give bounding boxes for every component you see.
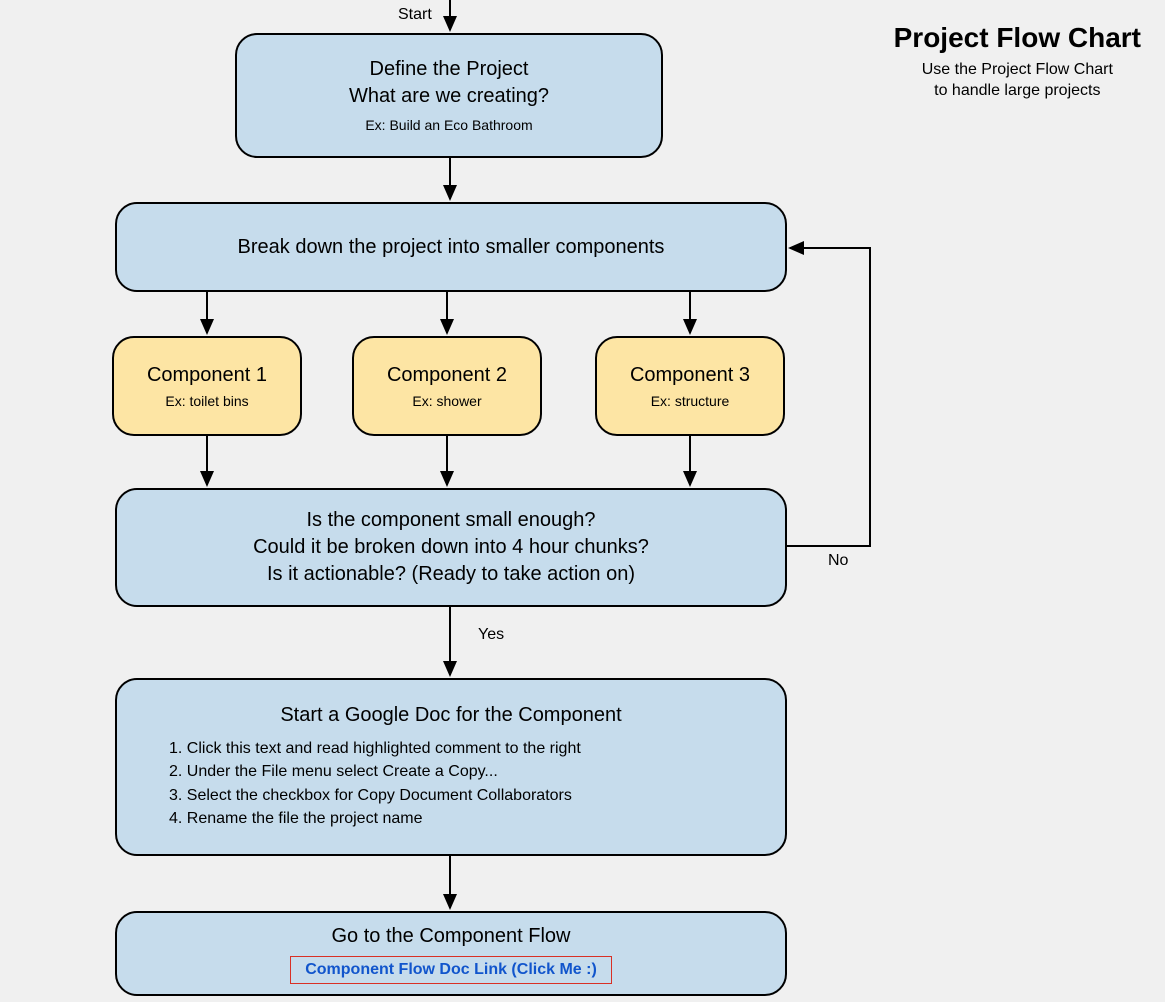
gdoc-step-1: Click this text and read highlighted com… [169, 737, 581, 760]
comp3-title: Component 3 [630, 364, 750, 387]
gdoc-steps-list: Click this text and read highlighted com… [129, 737, 581, 830]
node-goto-component-flow: Go to the Component Flow Component Flow … [115, 911, 787, 996]
node-define-project: Define the Project What are we creating?… [235, 33, 663, 158]
component-flow-link[interactable]: Component Flow Doc Link (Click Me :) [290, 956, 612, 984]
decision-line1: Is the component small enough? [306, 507, 595, 534]
decision-line2: Could it be broken down into 4 hour chun… [253, 534, 649, 561]
node-google-doc: Start a Google Doc for the Component Cli… [115, 678, 787, 856]
gdoc-step-4: Rename the file the project name [169, 807, 581, 830]
chart-subtitle: Use the Project Flow Chart to handle lar… [894, 60, 1141, 102]
yes-label: Yes [478, 626, 504, 644]
node-breakdown: Break down the project into smaller comp… [115, 202, 787, 292]
comp1-title: Component 1 [147, 364, 267, 387]
breakdown-text: Break down the project into smaller comp… [238, 234, 665, 261]
no-label: No [828, 552, 848, 570]
comp1-sub: Ex: toilet bins [165, 393, 248, 409]
comp3-sub: Ex: structure [651, 393, 730, 409]
gdoc-step-3: Select the checkbox for Copy Document Co… [169, 784, 581, 807]
node-decision: Is the component small enough? Could it … [115, 488, 787, 607]
define-line1: Define the Project [370, 56, 529, 83]
comp2-sub: Ex: shower [412, 393, 481, 409]
goto-title: Go to the Component Flow [331, 923, 570, 950]
decision-line3: Is it actionable? (Ready to take action … [267, 561, 635, 588]
node-component-1: Component 1 Ex: toilet bins [112, 336, 302, 436]
start-label: Start [398, 6, 432, 24]
define-line2: What are we creating? [349, 83, 549, 110]
node-component-3: Component 3 Ex: structure [595, 336, 785, 436]
chart-header: Project Flow Chart Use the Project Flow … [894, 22, 1141, 102]
gdoc-step-2: Under the File menu select Create a Copy… [169, 760, 581, 783]
chart-title: Project Flow Chart [894, 22, 1141, 54]
define-sub: Ex: Build an Eco Bathroom [365, 116, 532, 134]
node-component-2: Component 2 Ex: shower [352, 336, 542, 436]
comp2-title: Component 2 [387, 364, 507, 387]
gdoc-title: Start a Google Doc for the Component [280, 704, 621, 727]
